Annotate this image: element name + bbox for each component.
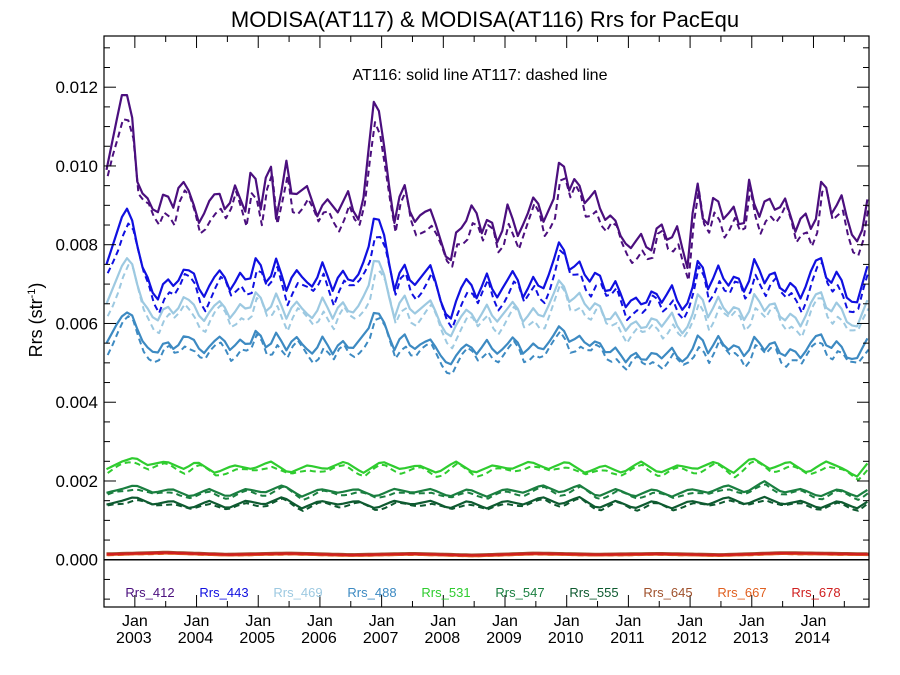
plot-area bbox=[104, 94, 869, 561]
y-axis-label-superscript: -1 bbox=[26, 289, 38, 299]
series-line-solid-Rrs_488 bbox=[105, 311, 869, 366]
x-tick-label-month: Jan bbox=[245, 613, 271, 630]
x-tick-label-month: Jan bbox=[739, 613, 765, 630]
legend-item-Rrs_547: Rrs_547 bbox=[495, 585, 544, 600]
series-line-solid-Rrs_469 bbox=[105, 257, 869, 338]
x-tick-label-year: 2013 bbox=[733, 630, 769, 647]
series-line-solid-Rrs_555 bbox=[106, 495, 868, 510]
legend-item-Rrs_531: Rrs_531 bbox=[421, 585, 470, 600]
x-tick-label-year: 2003 bbox=[116, 630, 152, 647]
x-tick-label-year: 2006 bbox=[301, 630, 337, 647]
legend-item-Rrs_469: Rrs_469 bbox=[273, 585, 322, 600]
y-axis-label-main: Rrs (str bbox=[26, 298, 46, 357]
x-tick-label-month: Jan bbox=[184, 613, 210, 630]
y-tick-label: 0.006 bbox=[55, 314, 98, 333]
series-line-dashed-Rrs_469 bbox=[106, 264, 869, 350]
x-tick-label-month: Jan bbox=[801, 613, 827, 630]
x-tick-label-year: 2011 bbox=[610, 630, 645, 647]
y-tick-label: 0.010 bbox=[55, 157, 98, 176]
y-tick-label: 0.004 bbox=[55, 393, 98, 412]
y-tick-label: 0.000 bbox=[55, 551, 98, 570]
series-line-solid-Rrs_531 bbox=[106, 457, 869, 478]
legend-item-Rrs_412: Rrs_412 bbox=[125, 585, 174, 600]
x-tick-label-month: Jan bbox=[615, 613, 641, 630]
x-axis: Jan2003Jan2004Jan2005Jan2006Jan2007Jan20… bbox=[103, 36, 845, 647]
x-tick-label-year: 2008 bbox=[425, 630, 461, 647]
x-tick-label-year: 2010 bbox=[548, 630, 584, 647]
series-line-solid-Rrs_443 bbox=[105, 207, 869, 320]
series-line-solid-Rrs_547 bbox=[106, 480, 868, 498]
x-tick-label-year: 2014 bbox=[795, 630, 831, 647]
series-line-solid-Rrs_412 bbox=[105, 94, 869, 269]
x-tick-label-month: Jan bbox=[369, 613, 395, 630]
x-tick-label-year: 2007 bbox=[363, 630, 399, 647]
chart-title: MODISA(AT117) & MODISA(AT116) Rrs for Pa… bbox=[231, 7, 739, 32]
x-tick-label-year: 2004 bbox=[178, 630, 214, 647]
legend-item-Rrs_555: Rrs_555 bbox=[569, 585, 618, 600]
legend-item-Rrs_645: Rrs_645 bbox=[643, 585, 692, 600]
series-line-dashed-Rrs_412 bbox=[106, 118, 869, 282]
plot-frame bbox=[103, 35, 870, 608]
y-tick-label: 0.002 bbox=[55, 472, 98, 491]
line-style-note: AT116: solid line AT117: dashed line bbox=[353, 67, 608, 84]
x-tick-label-year: 2009 bbox=[486, 630, 522, 647]
series-lines bbox=[104, 94, 869, 561]
legend-item-Rrs_488: Rrs_488 bbox=[347, 585, 396, 600]
legend-item-Rrs_443: Rrs_443 bbox=[199, 585, 248, 600]
legend: Rrs_412 Rrs_443 Rrs_469 Rrs_488 Rrs_531 Rrs_5… bbox=[125, 585, 840, 600]
x-tick-label-year: 2012 bbox=[671, 630, 707, 647]
x-tick-label-month: Jan bbox=[677, 613, 703, 630]
x-tick-label-year: 2005 bbox=[239, 630, 275, 647]
x-tick-label-month: Jan bbox=[492, 613, 518, 630]
y-tick-label: 0.012 bbox=[55, 78, 98, 97]
y-axis-label-close: ) bbox=[26, 283, 46, 289]
x-tick-label-month: Jan bbox=[122, 613, 148, 630]
y-axis-label: Rrs (str-1) bbox=[26, 283, 46, 358]
x-tick-label-month: Jan bbox=[307, 613, 333, 630]
series-line-dashed-Rrs_547 bbox=[107, 483, 869, 501]
series-line-dashed-Rrs_488 bbox=[106, 315, 869, 376]
y-tick-label: 0.008 bbox=[55, 236, 98, 255]
series-line-dashed-Rrs_531 bbox=[107, 459, 869, 481]
legend-item-Rrs_678: Rrs_678 bbox=[791, 585, 840, 600]
x-tick-label-month: Jan bbox=[430, 613, 456, 630]
x-tick-label-month: Jan bbox=[554, 613, 580, 630]
series-line-solid-Rrs_678 bbox=[106, 551, 868, 557]
y-axis: 0.000 0.002 0.004 0.006 0.008 0.010 0.012 bbox=[55, 47, 869, 600]
legend-item-Rrs_667: Rrs_667 bbox=[717, 585, 766, 600]
